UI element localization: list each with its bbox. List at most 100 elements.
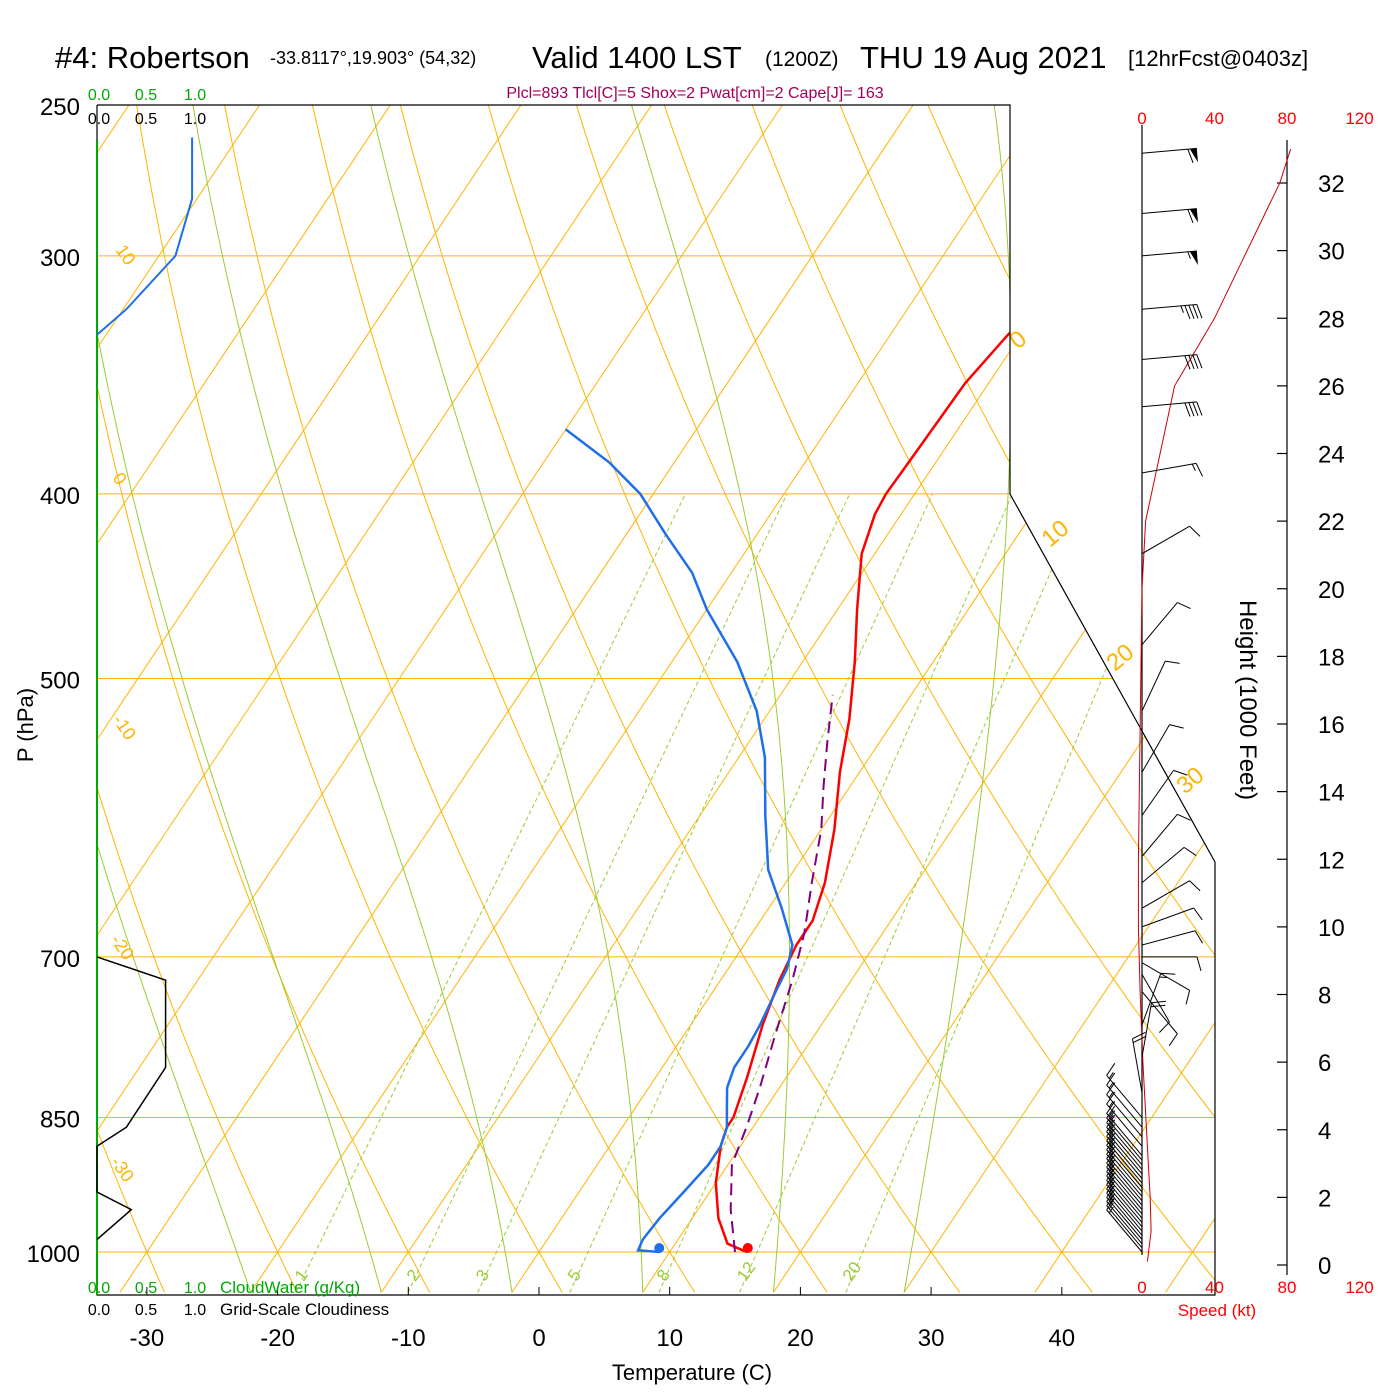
wind-barb-shaft: [1131, 1038, 1143, 1093]
wind-barb-shaft: [1106, 1075, 1143, 1118]
wind-barb-shaft: [1106, 1113, 1143, 1156]
height-tick-label: 26: [1318, 374, 1345, 401]
wind-barb-full: [1177, 813, 1191, 821]
wind-barb-full: [1165, 660, 1180, 664]
wind-barb-half: [1108, 1114, 1114, 1122]
wind-barb-full: [1132, 1035, 1147, 1044]
isotherm-line: [511, 105, 1215, 1293]
cloud-scale-label: 0.5: [135, 87, 157, 104]
wind-barb-shaft: [1106, 1153, 1143, 1197]
wind-barb-flag: [1189, 251, 1199, 266]
wind-barb-shaft: [1141, 973, 1162, 1026]
wind-barb-shaft: [1141, 462, 1197, 474]
wind-barb: [1141, 462, 1203, 477]
wind-barb: [1141, 974, 1170, 1033]
wind-barb-full: [1192, 402, 1199, 417]
wind-barb-full: [1189, 525, 1201, 537]
wind-barb-full: [1106, 1091, 1116, 1105]
wind-barb-full: [1196, 401, 1203, 416]
wind-barb: [1142, 956, 1202, 972]
wind-barb-shaft: [1106, 1175, 1143, 1219]
height-tick-label: 10: [1318, 915, 1345, 942]
wind-barb: [1141, 250, 1199, 266]
wind-barb-flag: [1189, 208, 1199, 223]
height-tick-label: 14: [1318, 780, 1345, 807]
wind-barb: [1141, 147, 1199, 163]
x-tick-label: 0: [532, 1325, 545, 1352]
moist-adiabat-line: [362, 105, 644, 1293]
wind-barb-shaft: [1141, 974, 1170, 1023]
wind-barb-shaft: [1141, 770, 1174, 816]
grid-layer: [0, 71, 1215, 1293]
cloud-scale-label: 0.5: [135, 111, 157, 128]
wind-barb-shaft: [1106, 1149, 1143, 1193]
cloud-scale-label: 0.0: [88, 1280, 110, 1297]
wind-barb-full: [1192, 354, 1199, 369]
wind-barb: [1141, 991, 1178, 1047]
x-tick-label: 10: [656, 1325, 683, 1352]
cloudiness-profile-line: [96, 956, 167, 1241]
wind-barb-shaft: [1141, 303, 1197, 310]
cloudwater-profile-line: [96, 137, 194, 336]
cloud-scale-label: 1.0: [184, 1302, 206, 1319]
cloud-scale-label: 0.0: [88, 111, 110, 128]
dry-adiabat-line: [565, 105, 1215, 1293]
surface-dewpoint-point: [654, 1243, 665, 1253]
station-coords: -33.8117°,19.903° (54,32): [270, 48, 476, 68]
wind-barb-shaft: [1106, 1094, 1143, 1138]
wind-barb-full: [1185, 990, 1191, 1005]
dry-adiabat-line: [0, 71, 32, 1292]
wind-barb-shaft: [1106, 1188, 1143, 1232]
wind-speed-line: [1137, 149, 1292, 1262]
wind-barb-shaft: [1141, 962, 1190, 991]
wind-barb-shaft: [1141, 991, 1178, 1035]
cloud-scale-label: 0.0: [88, 1302, 110, 1319]
wind-barb-flag: [1189, 148, 1199, 163]
valid-time: Valid 1400 LST: [532, 40, 742, 75]
wind-barb-shaft: [1106, 1197, 1143, 1240]
cloud-scale-label: 0.0: [88, 87, 110, 104]
speed-tick-label: 80: [1278, 1278, 1297, 1297]
mixing-ratio-label: 3: [472, 1266, 493, 1285]
wind-barb-full: [1184, 402, 1191, 417]
pressure-tick-label: 250: [40, 94, 80, 121]
pressure-tick-label: 500: [40, 668, 80, 695]
height-tick-label: 6: [1318, 1050, 1331, 1077]
wind-barb-full: [1194, 930, 1204, 944]
wind-barb-shaft: [1141, 1002, 1153, 1058]
wind-barb-shaft: [1106, 1201, 1143, 1245]
wind-barb: [1141, 1000, 1167, 1058]
mixing-ratio-label: 8: [653, 1266, 674, 1285]
height-tick-label: 2: [1318, 1185, 1331, 1212]
wind-barb-shaft: [1141, 880, 1190, 909]
wind-barb-shaft: [1106, 1171, 1143, 1215]
wind-barb-full: [1189, 880, 1201, 892]
wind-barb-full: [1151, 1000, 1167, 1004]
wind-barb: [1141, 724, 1184, 773]
cloud-scale-label: 0.5: [135, 1302, 157, 1319]
pressure-tick-label: 700: [40, 946, 80, 973]
wind-layer: [1106, 147, 1292, 1262]
pressure-tick-label: 300: [40, 245, 80, 272]
wind-barb-shaft: [1141, 660, 1166, 712]
isotherm-label: 10: [112, 241, 140, 269]
dry-adiabat-line: [739, 105, 1215, 1293]
wind-barb-shaft: [1106, 1167, 1143, 1210]
wind-barb-shaft: [1106, 1158, 1143, 1202]
mixing-ratio-line: [569, 493, 933, 1293]
cloud-scale-label: 0.5: [135, 1280, 157, 1297]
isotherm-line: [1034, 105, 1215, 1293]
dry-adiabat-line: [97, 105, 166, 1293]
x-tick-label: 20: [787, 1325, 814, 1352]
pressure-tick-label: 1000: [27, 1241, 80, 1268]
x-tick-label: -10: [391, 1325, 426, 1352]
wind-barb-half: [1180, 305, 1184, 313]
wind-barb-full: [1188, 355, 1195, 370]
sounding-params: Plcl=893 Tlcl[C]=5 Shox=2 Pwat[cm]=2 Cap…: [506, 85, 883, 102]
wind-barb-full: [1193, 907, 1203, 921]
isotherm-line: [97, 105, 675, 1293]
wind-barb: [1141, 930, 1204, 946]
wind-barb-shaft: [1141, 401, 1197, 408]
forecast-info: [12hrFcst@0403z]: [1128, 46, 1308, 71]
